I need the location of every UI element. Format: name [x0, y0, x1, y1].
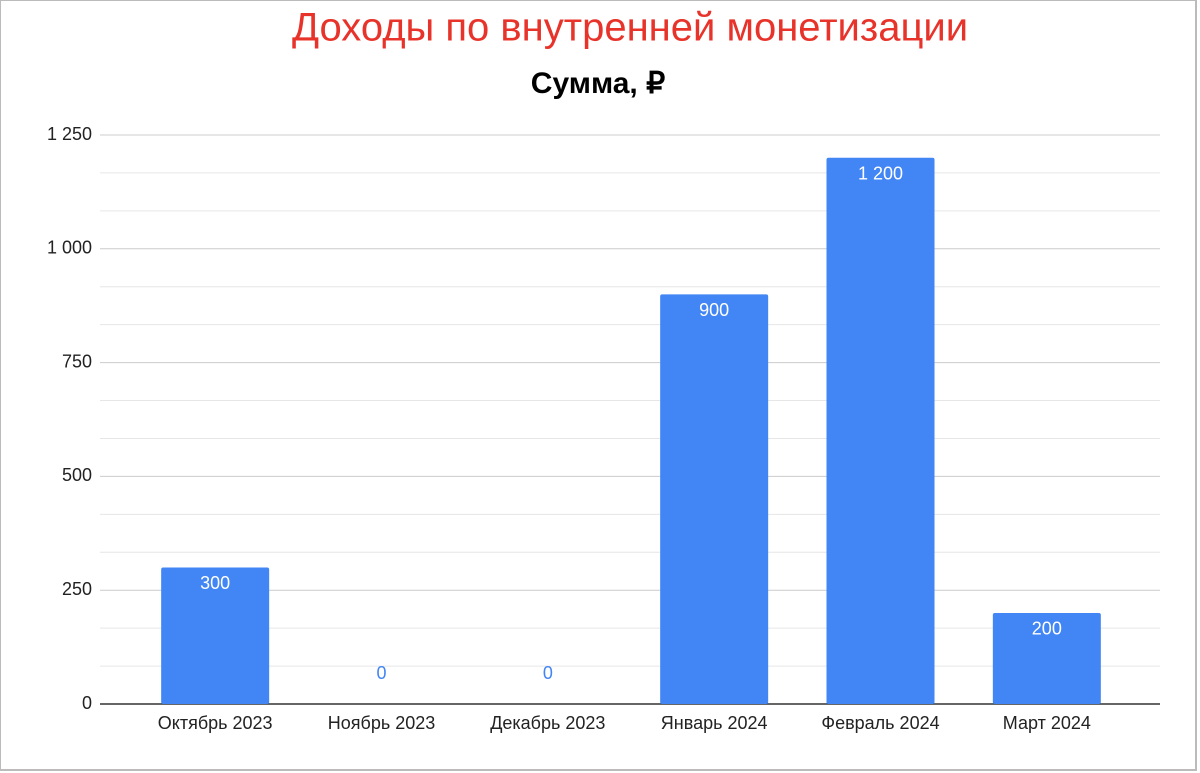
- bar: [992, 612, 1101, 704]
- x-tick-label: Декабрь 2023: [490, 713, 605, 733]
- y-tick-label: 1 000: [47, 238, 92, 258]
- x-tick-label: Октябрь 2023: [158, 713, 273, 733]
- x-tick-label: Февраль 2024: [821, 713, 939, 733]
- bar: [826, 157, 935, 704]
- x-tick-label: Ноябрь 2023: [328, 713, 436, 733]
- data-label: 300: [200, 573, 230, 593]
- y-tick-label: 500: [62, 465, 92, 485]
- y-tick-label: 1 250: [47, 124, 92, 144]
- x-tick-label: Январь 2024: [661, 713, 768, 733]
- data-label: 900: [699, 300, 729, 320]
- data-label: 0: [376, 663, 386, 683]
- data-label: 1 200: [858, 164, 903, 184]
- y-tick-label: 250: [62, 579, 92, 599]
- chart-title: Доходы по внутренней монетизации: [292, 6, 968, 50]
- bar: [660, 294, 769, 704]
- bar: [161, 567, 270, 704]
- data-label: 0: [543, 663, 553, 683]
- data-label: 200: [1032, 619, 1062, 639]
- y-tick-label: 0: [82, 693, 92, 713]
- chart-subtitle: Сумма, ₽: [531, 67, 665, 100]
- x-tick-label: Март 2024: [1003, 713, 1091, 733]
- y-tick-label: 750: [62, 351, 92, 371]
